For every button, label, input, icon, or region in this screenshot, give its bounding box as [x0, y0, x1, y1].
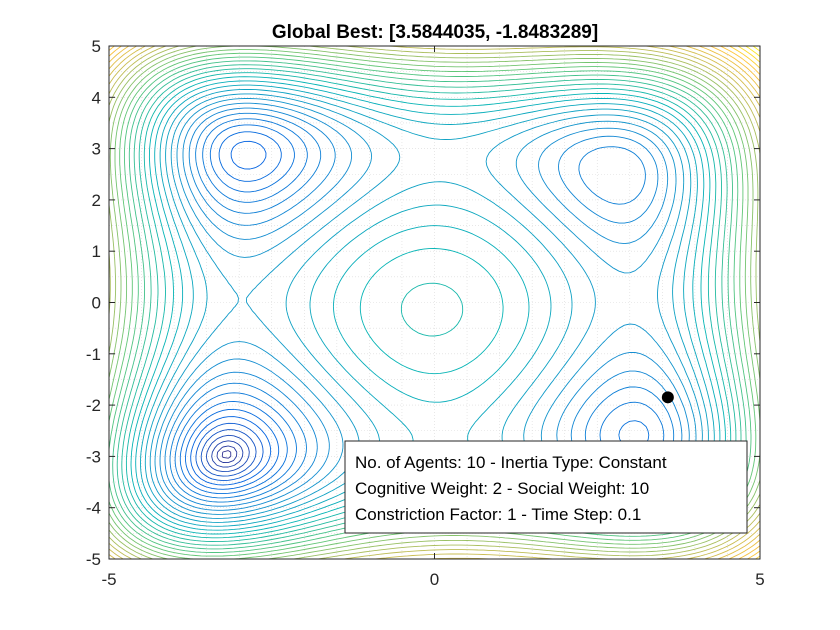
- legend-line-agents: No. of Agents: 10 - Inertia Type: Consta…: [355, 453, 667, 472]
- contour-level: [745, 46, 760, 57]
- tick-labels: -5 0 5 5 4 3 2 1 0 -1 -2 -3 -4 -5: [86, 37, 765, 589]
- y-tick-label: -5: [86, 550, 101, 569]
- contour-level: [169, 112, 675, 503]
- y-tick-label: 3: [92, 140, 101, 159]
- contour-level: [216, 445, 238, 464]
- y-tick-label: 2: [92, 191, 101, 210]
- chart-title: Global Best: [3.5844035, -1.8483289]: [272, 22, 598, 43]
- contour-lines: [109, 46, 760, 559]
- y-tick-label: -2: [86, 396, 101, 415]
- contour-level: [200, 429, 257, 477]
- y-tick-label: 0: [92, 294, 101, 313]
- contour-level: [179, 124, 650, 495]
- y-tick-label: 1: [92, 242, 101, 261]
- tick-marks: [108, 45, 761, 560]
- contour-level: [109, 46, 760, 559]
- contour-level: [195, 422, 264, 482]
- y-tick-label: 5: [92, 37, 101, 56]
- contour-level: [221, 450, 232, 459]
- contour-level: [211, 440, 244, 468]
- legend-box: No. of Agents: 10 - Inertia Type: Consta…: [344, 440, 748, 534]
- y-tick-label: -1: [86, 345, 101, 364]
- legend-line-weights: Cognitive Weight: 2 - Social Weight: 10: [355, 479, 649, 498]
- contour-level: [185, 131, 282, 490]
- legend-line-constriction: Constriction Factor: 1 - Time Step: 0.1: [355, 505, 641, 524]
- contour-level: [206, 434, 250, 473]
- y-tick-label: -3: [86, 447, 101, 466]
- contour-level: [109, 46, 760, 559]
- contour-level: [135, 80, 721, 531]
- x-tick-label: -5: [101, 570, 116, 589]
- contour-level: [154, 98, 697, 515]
- x-tick-label: 0: [430, 570, 439, 589]
- y-tick-label: -4: [86, 499, 101, 518]
- contour-level: [109, 46, 760, 559]
- legend-frame: [344, 440, 748, 534]
- contour-level: [109, 46, 760, 559]
- y-tick-label: 4: [92, 88, 101, 107]
- global-best-marker: [661, 391, 674, 404]
- contour-level: [109, 46, 760, 559]
- contour-level: [190, 140, 272, 486]
- contour-level: [109, 46, 760, 559]
- x-tick-label: 5: [755, 570, 764, 589]
